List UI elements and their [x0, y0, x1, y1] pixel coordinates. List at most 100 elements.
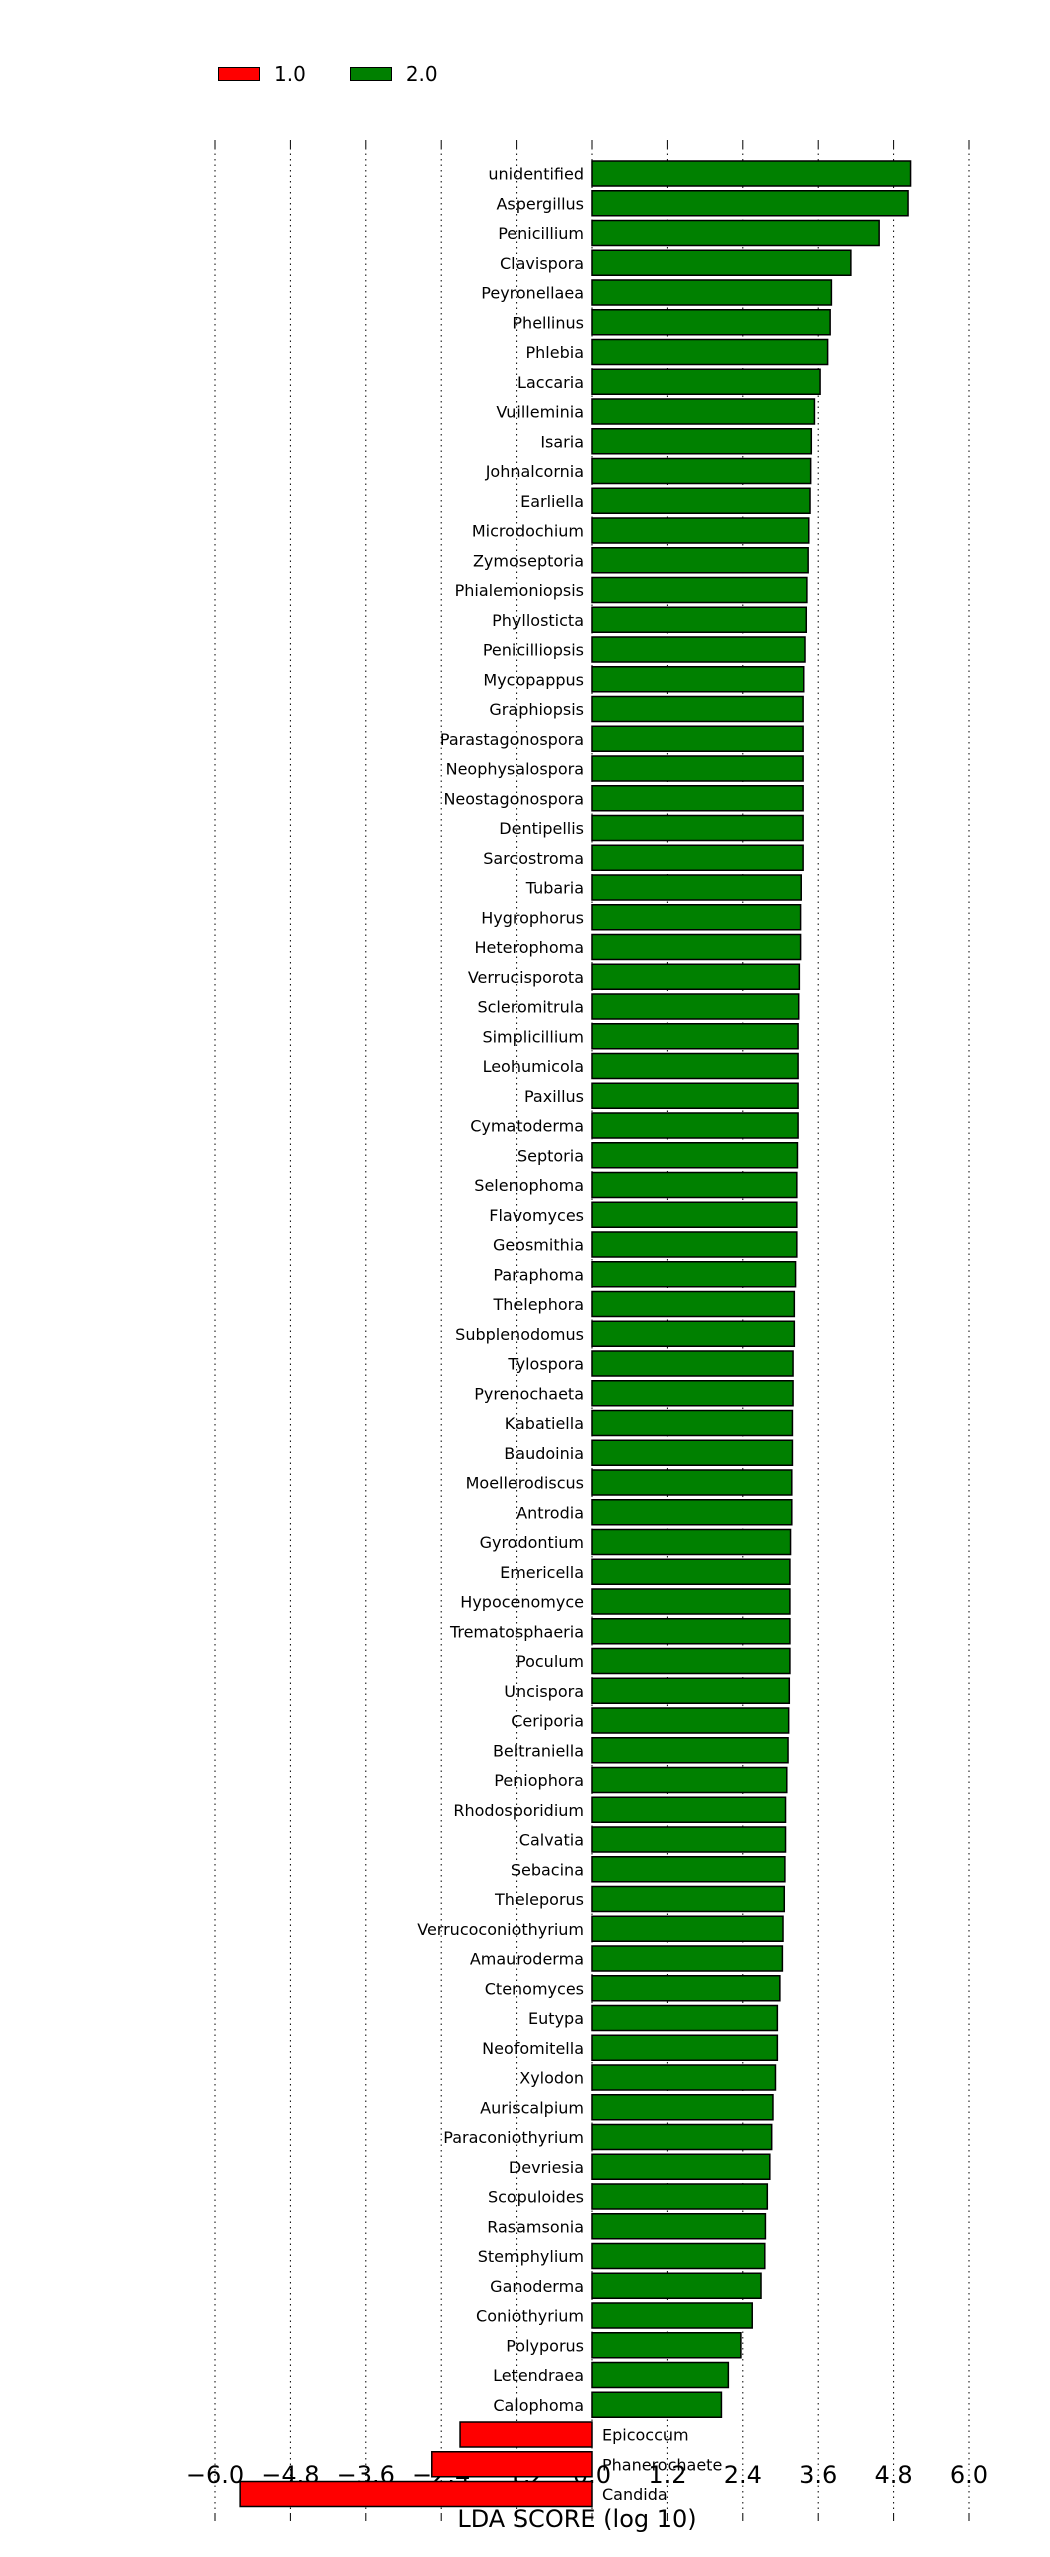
bar-paraphoma — [591, 1261, 797, 1288]
bar-neophysalospora — [591, 755, 804, 782]
bar-label: Verrucisporota — [468, 968, 584, 987]
bar-label: Ctenomyces — [485, 1979, 584, 1998]
bar-label: Leohumicola — [483, 1057, 584, 1076]
bar-devriesia — [591, 2153, 771, 2180]
bar-peyronellaea — [591, 279, 833, 306]
bar-label: unidentified — [488, 165, 584, 184]
bar-label: Antrodia — [516, 1503, 584, 1522]
bar-label: Peniophora — [494, 1771, 584, 1790]
bar-label: Calvatia — [519, 1831, 584, 1850]
bar-candida — [239, 2480, 593, 2508]
bar-beltraniella — [591, 1737, 789, 1764]
legend-label: 1.0 — [274, 62, 306, 86]
x-tick-label: 1.2 — [648, 2461, 686, 2489]
bar-label: Tylospora — [507, 1355, 584, 1374]
bar-label: Vuilleminia — [496, 403, 584, 422]
bar-laccaria — [591, 368, 821, 395]
bar-stemphylium — [591, 2242, 766, 2270]
bar-label: Devriesia — [509, 2158, 584, 2177]
bar-neostagonospora — [591, 785, 804, 812]
bar-calophoma — [591, 2391, 723, 2418]
bar-label: Theleporus — [494, 1890, 584, 1909]
bar-label: Gyrodontium — [480, 1533, 584, 1552]
bar-geosmithia — [591, 1231, 798, 1258]
bar-label: Ceriporia — [511, 1712, 584, 1731]
bar-label: Emericella — [500, 1563, 584, 1582]
bar-phyllosticta — [591, 606, 808, 633]
bar-vuilleminia — [591, 398, 816, 425]
bar-xylodon — [591, 2064, 777, 2091]
bar-label: Microdochium — [472, 522, 584, 541]
bar-label: Parastagonospora — [440, 730, 584, 749]
bar-label: Epicoccum — [602, 2426, 689, 2445]
bar-graphiopsis — [591, 695, 804, 723]
bar-label: Hypocenomyce — [460, 1593, 584, 1612]
bar-pyrenochaeta — [591, 1380, 794, 1407]
bar-microdochium — [591, 517, 810, 544]
bar-hygrophorus — [591, 904, 802, 931]
bar-label: Neofomitella — [482, 2039, 584, 2058]
bar-cymatoderma — [591, 1112, 799, 1139]
bar-poculum — [591, 1647, 791, 1675]
bar-septoria — [591, 1142, 799, 1169]
bar-label: Xylodon — [519, 2069, 584, 2088]
bar-label: Phlebia — [526, 343, 584, 362]
bar-label: Simplicillium — [482, 1027, 584, 1046]
bar-isaria — [591, 428, 813, 455]
bar-label: Auriscalpium — [480, 2098, 584, 2117]
bar-label: Paraconiothyrium — [443, 2128, 584, 2147]
bar-label: Phanerochaete — [602, 2455, 722, 2474]
bar-calvatia — [591, 1826, 787, 1853]
bar-thelephora — [591, 1290, 796, 1318]
bar-label: Ganoderma — [490, 2277, 584, 2296]
bar-label: Isaria — [540, 432, 584, 451]
bar-label: Laccaria — [517, 373, 584, 392]
bar-selenophoma — [591, 1171, 798, 1199]
bar-kabatiella — [591, 1409, 794, 1437]
bar-label: Beltraniella — [493, 1741, 584, 1760]
bar-sarcostroma — [591, 844, 804, 871]
bar-label: Polyporus — [506, 2336, 584, 2355]
legend-swatch-green — [349, 67, 392, 81]
x-tick-label: 6.0 — [950, 2461, 988, 2489]
bar-label: Moellerodiscus — [466, 1474, 584, 1493]
bar-peniophora — [591, 1766, 788, 1794]
bar-label: Penicilliopsis — [483, 641, 584, 660]
bar-uncispora — [591, 1677, 791, 1704]
bar-label: Pyrenochaeta — [474, 1384, 584, 1403]
bar-phanerochaete — [431, 2451, 593, 2478]
bar-clavispora — [591, 249, 852, 276]
bar-label: Verrucoconiothyrium — [417, 1920, 584, 1939]
bar-leohumicola — [591, 1052, 799, 1080]
bar-label: Sarcostroma — [483, 849, 584, 868]
bar-penicilliopsis — [591, 636, 806, 663]
bar-penicillium — [591, 219, 880, 247]
x-tick-label: 2.4 — [724, 2461, 762, 2489]
bar-mycopappus — [591, 666, 805, 693]
bar-rhodosporidium — [591, 1796, 787, 1823]
bar-eutypa — [591, 2004, 779, 2032]
bar-label: Paxillus — [524, 1087, 584, 1106]
bar-gyrodontium — [591, 1528, 792, 1556]
bar-label: Heterophoma — [475, 938, 584, 957]
bar-baudoinia — [591, 1439, 794, 1466]
bar-label: Rhodosporidium — [453, 1801, 584, 1820]
bar-label: Paraphoma — [493, 1265, 584, 1284]
bar-label: Poculum — [516, 1652, 584, 1671]
legend-item-group-2: 2.0 — [349, 62, 438, 86]
bar-label: Candida — [602, 2485, 668, 2504]
bar-hypocenomyce — [591, 1588, 791, 1615]
bar-label: Sebacina — [511, 1860, 584, 1879]
bar-phialemoniopsis — [591, 576, 808, 604]
x-tick-label: −6.0 — [186, 2461, 244, 2489]
x-tick-label: 4.8 — [875, 2461, 913, 2489]
bar-heterophoma — [591, 933, 802, 961]
bar-antrodia — [591, 1499, 793, 1526]
bar-unidentified — [591, 160, 912, 187]
x-tick-label: 3.6 — [799, 2461, 837, 2489]
bar-label: Letendraea — [493, 2366, 584, 2385]
bar-label: Peyronellaea — [481, 284, 584, 303]
bar-rasamsonia — [591, 2213, 767, 2240]
bar-moellerodiscus — [591, 1469, 793, 1496]
